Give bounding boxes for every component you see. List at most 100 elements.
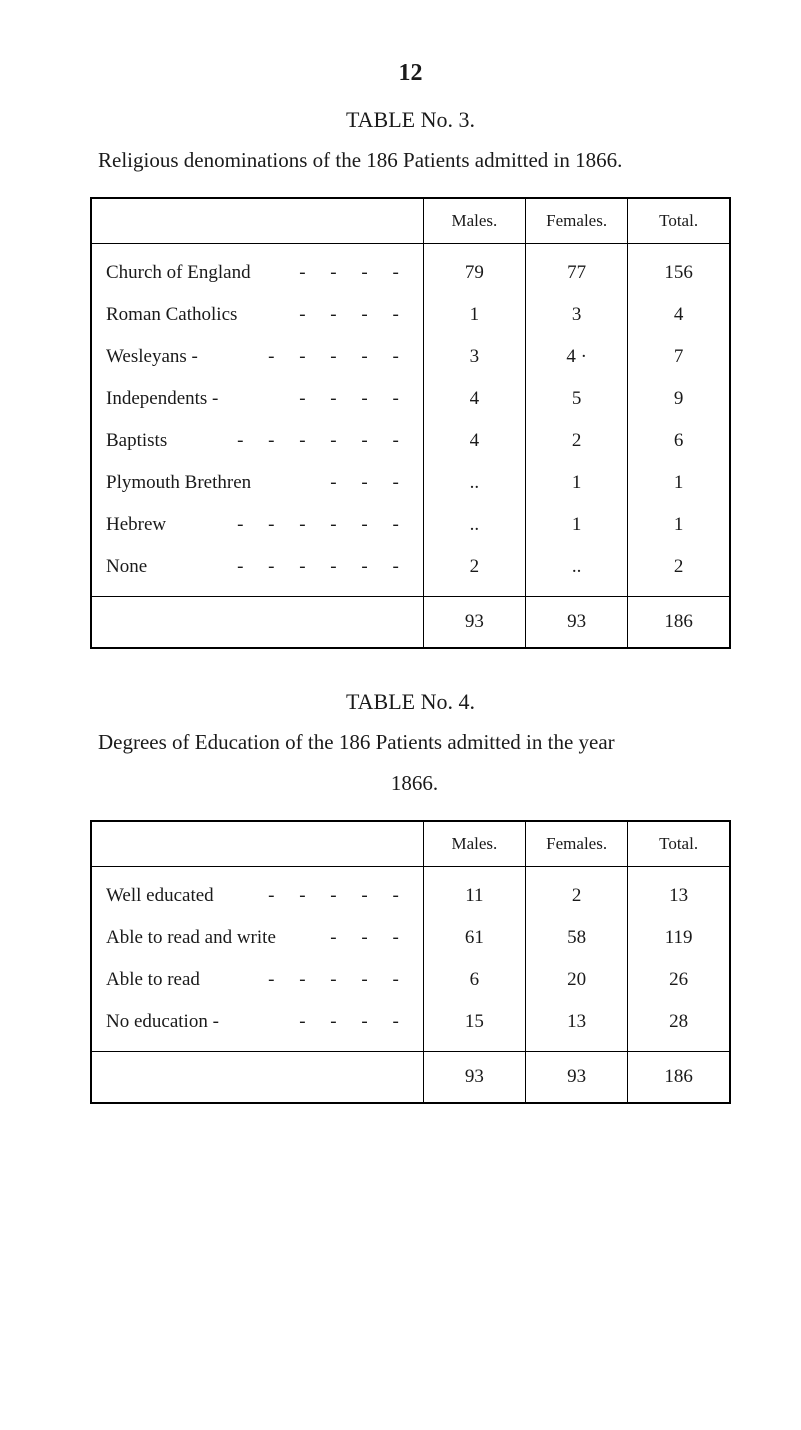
row-label-text: Church of England [106, 262, 251, 284]
table1-header-females: Females. [526, 198, 628, 244]
row-females: 13 [526, 1001, 628, 1052]
row-males: 6 [423, 959, 525, 1001]
row-dashes: - - - - - [198, 346, 409, 368]
table2-header-males: Males. [423, 821, 525, 867]
row-total: 26 [628, 959, 730, 1001]
total-total: 186 [628, 596, 730, 648]
row-females: 3 [526, 294, 628, 336]
row-label-cell: Able to read- - - - - [91, 959, 423, 1001]
row-label-text: Baptists [106, 430, 167, 452]
row-label-cell: No education -- - - - [91, 1001, 423, 1052]
row-label-text: Able to read [106, 969, 200, 991]
row-males: 15 [423, 1001, 525, 1052]
row-label-text: None [106, 556, 147, 578]
row-label-cell: Hebrew- - - - - - [91, 504, 423, 546]
row-label-cell: Able to read and write- - - [91, 917, 423, 959]
page-number: 12 [90, 60, 731, 87]
row-label-cell: Independents -- - - - [91, 378, 423, 420]
row-dashes: - - - - - [200, 969, 409, 991]
row-label-text: Hebrew [106, 514, 166, 536]
table-row: Roman Catholics- - - -134 [91, 294, 730, 336]
row-total: 156 [628, 243, 730, 294]
row-dashes: - - - - [251, 262, 409, 284]
table-row: Well educated- - - - -11213 [91, 866, 730, 917]
total-row: 9393186 [91, 1051, 730, 1103]
row-label-text: Independents - [106, 388, 218, 410]
row-males: 61 [423, 917, 525, 959]
row-label-text: Plymouth Brethren [106, 472, 251, 494]
row-females: 1 [526, 462, 628, 504]
table1-header-blank [91, 198, 423, 244]
row-males: 3 [423, 336, 525, 378]
row-total: 119 [628, 917, 730, 959]
row-males: .. [423, 504, 525, 546]
table2-label: TABLE No. 4. [90, 689, 731, 715]
table-row: Church of England- - - -7977156 [91, 243, 730, 294]
row-dashes: - - - - - [214, 885, 409, 907]
table-row: Wesleyans -- - - - -34 ·7 [91, 336, 730, 378]
row-dashes: - - - - [237, 304, 408, 326]
table-row: Plymouth Brethren- - -..11 [91, 462, 730, 504]
row-label-text: Wesleyans - [106, 346, 198, 368]
row-females: 58 [526, 917, 628, 959]
row-dashes: - - - [276, 927, 409, 949]
row-dashes: - - - - [218, 388, 408, 410]
total-total: 186 [628, 1051, 730, 1103]
table-row: None- - - - - -2..2 [91, 546, 730, 597]
row-males: 1 [423, 294, 525, 336]
table2-caption-line2: 1866. [90, 768, 731, 800]
row-males: 4 [423, 378, 525, 420]
row-label-text: Roman Catholics [106, 304, 237, 326]
row-females: 20 [526, 959, 628, 1001]
row-label-text: Able to read and write [106, 927, 276, 949]
row-females: .. [526, 546, 628, 597]
row-males: 4 [423, 420, 525, 462]
row-females: 2 [526, 420, 628, 462]
total-blank [91, 1051, 423, 1103]
table-row: No education -- - - -151328 [91, 1001, 730, 1052]
table2-header-blank [91, 821, 423, 867]
row-total: 7 [628, 336, 730, 378]
table2-header-row: Males. Females. Total. [91, 821, 730, 867]
row-label-cell: Baptists- - - - - - [91, 420, 423, 462]
row-total: 1 [628, 504, 730, 546]
row-females: 77 [526, 243, 628, 294]
total-males: 93 [423, 1051, 525, 1103]
row-label-text: Well educated [106, 885, 214, 907]
row-label-cell: Roman Catholics- - - - [91, 294, 423, 336]
total-females: 93 [526, 1051, 628, 1103]
row-label-cell: Plymouth Brethren- - - [91, 462, 423, 504]
total-females: 93 [526, 596, 628, 648]
table-row: Independents -- - - -459 [91, 378, 730, 420]
table1-header-males: Males. [423, 198, 525, 244]
table2-caption-line1: Degrees of Education of the 186 Patients… [90, 727, 731, 759]
table-row: Baptists- - - - - -426 [91, 420, 730, 462]
row-label-text: No education - [106, 1011, 219, 1033]
row-dashes: - - - [251, 472, 409, 494]
table-row: Able to read- - - - -62026 [91, 959, 730, 1001]
table1-label: TABLE No. 3. [90, 107, 731, 133]
row-males: 2 [423, 546, 525, 597]
row-males: 11 [423, 866, 525, 917]
row-males: 79 [423, 243, 525, 294]
row-label-cell: Church of England- - - - [91, 243, 423, 294]
row-dashes: - - - - [219, 1011, 409, 1033]
table-row: Able to read and write- - -6158119 [91, 917, 730, 959]
table1-header-row: Males. Females. Total. [91, 198, 730, 244]
row-dashes: - - - - - - [167, 430, 409, 452]
table-row: Hebrew- - - - - -..11 [91, 504, 730, 546]
row-total: 13 [628, 866, 730, 917]
table1-caption: Religious denominations of the 186 Patie… [90, 145, 731, 177]
table2-header-total: Total. [628, 821, 730, 867]
row-total: 9 [628, 378, 730, 420]
row-label-cell: Well educated- - - - - [91, 866, 423, 917]
row-total: 1 [628, 462, 730, 504]
total-blank [91, 596, 423, 648]
row-females: 2 [526, 866, 628, 917]
row-dashes: - - - - - - [166, 514, 409, 536]
total-males: 93 [423, 596, 525, 648]
table2: Males. Females. Total. Well educated- - … [90, 820, 731, 1104]
row-total: 28 [628, 1001, 730, 1052]
row-females: 5 [526, 378, 628, 420]
table1: Males. Females. Total. Church of England… [90, 197, 731, 649]
